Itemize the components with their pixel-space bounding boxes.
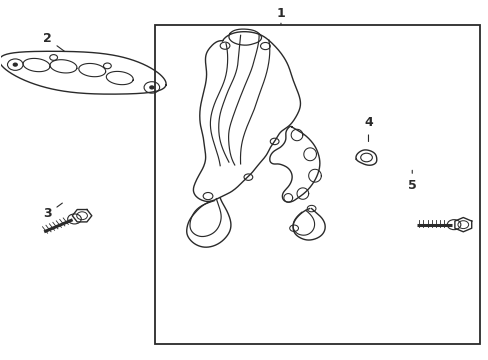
Text: 1: 1 xyxy=(276,8,285,24)
Text: 3: 3 xyxy=(43,203,62,220)
Circle shape xyxy=(13,63,17,66)
Text: 2: 2 xyxy=(43,32,64,51)
Text: 5: 5 xyxy=(407,170,416,192)
Circle shape xyxy=(150,86,154,89)
Bar xyxy=(154,24,479,344)
Text: 4: 4 xyxy=(364,116,372,141)
